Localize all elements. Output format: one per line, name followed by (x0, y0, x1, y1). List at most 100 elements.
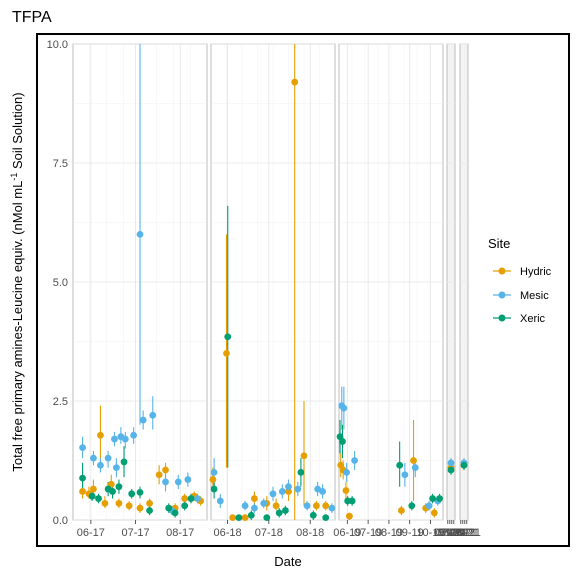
data-point-mesic (340, 404, 348, 412)
data-point-xeric (146, 507, 153, 514)
data-point-mesic (121, 435, 129, 443)
data-point-mesic (194, 495, 201, 502)
legend-title: Site (488, 236, 510, 251)
data-point-xeric (95, 495, 102, 502)
data-point-xeric (263, 514, 271, 522)
x-tick-label: 07-21 (449, 527, 477, 539)
data-point-hydric (251, 495, 258, 502)
data-point-hydric (322, 502, 330, 510)
data-point-xeric (128, 490, 136, 498)
legend-key-point-hydric (498, 267, 506, 275)
data-point-xeric (210, 485, 218, 493)
data-point-mesic (425, 502, 433, 510)
data-point-xeric (181, 502, 189, 510)
data-point-hydric (107, 480, 115, 488)
data-point-xeric (436, 495, 443, 502)
data-point-xeric (88, 492, 96, 500)
data-point-mesic (278, 488, 286, 495)
data-point-mesic (174, 478, 182, 486)
data-point-hydric (342, 487, 350, 494)
data-point-mesic (328, 504, 336, 512)
data-point-xeric (79, 474, 86, 482)
data-point-hydric (398, 507, 405, 514)
x-tick-label: 06-20 (434, 527, 462, 539)
data-point-hydric (155, 471, 163, 479)
data-point-hydric (291, 78, 299, 86)
y-axis-title: Total free primary amines-Leucine equiv.… (9, 92, 25, 471)
data-point-xeric (339, 438, 346, 445)
data-point-mesic (90, 454, 97, 462)
legend-key-point-mesic (498, 291, 506, 299)
data-point-xeric (282, 507, 289, 514)
x-tick-label: 09-21 (453, 527, 481, 539)
x-tick-label: 07-17 (121, 527, 149, 539)
x-tick-label: 09-20 (440, 527, 468, 539)
data-point-mesic (104, 454, 112, 462)
y-tick-label: 2.5 (53, 396, 68, 408)
facet-panel-2: 06-18 07-18 08-18 (209, 43, 336, 539)
y-axis-title-superscript: -1 (9, 173, 19, 181)
x-axis-title: Date (274, 554, 301, 569)
legend-label-mesic: Mesic (520, 290, 549, 302)
data-point-mesic (111, 435, 118, 443)
data-point-mesic (260, 499, 268, 507)
y-axis-title-main: Total free primary amines-Leucine equiv.… (10, 181, 25, 472)
data-point-hydric (313, 502, 320, 510)
x-tick-label: 10-19 (416, 527, 444, 539)
data-point-mesic (79, 444, 86, 452)
data-point-mesic (130, 431, 138, 439)
data-point-xeric (187, 495, 195, 502)
data-point-xeric (136, 488, 144, 496)
data-point-mesic (216, 497, 224, 505)
data-point-xeric (224, 333, 232, 341)
data-point-xeric (460, 461, 468, 469)
data-point-hydric (125, 502, 133, 510)
legend: Site Hydric Mesic Xeric (488, 236, 552, 325)
data-point-mesic (112, 464, 120, 472)
y-axis-title-tail: Soil Solution) (10, 92, 25, 172)
data-point-hydric (209, 476, 217, 483)
y-tick-label: 7.5 (53, 158, 68, 170)
x-tick-label: 08-19 (375, 527, 403, 539)
data-point-xeric (120, 458, 128, 466)
data-point-xeric (171, 509, 179, 517)
data-point-mesic (184, 476, 192, 483)
x-tick-label: 08-18 (296, 527, 324, 539)
x-tick-label: 07-20 (436, 527, 464, 539)
x-tick-label: 06-17 (77, 527, 105, 539)
data-point-mesic (351, 457, 358, 464)
plot-border (36, 33, 570, 547)
data-point-mesic (319, 488, 326, 495)
data-point-mesic (162, 478, 169, 486)
data-point-hydric (430, 509, 438, 517)
data-point-hydric (90, 485, 97, 493)
data-point-hydric (79, 488, 86, 495)
data-point-mesic (241, 502, 249, 510)
data-point-xeric (109, 488, 116, 495)
data-point-mesic (136, 231, 144, 238)
data-point-xeric (247, 511, 255, 519)
data-point-xeric (348, 497, 356, 505)
data-point-xeric (297, 469, 305, 476)
x-tick-label: 06-19 (333, 527, 361, 539)
chart-title: TFPA (12, 9, 52, 26)
data-point-xeric (115, 483, 123, 491)
y-axis-ticks: 0.0 2.5 5.0 7.5 10.0 (47, 39, 68, 527)
facet-panels: 06-17 07-17 08-17 06-18 07-18 08-18 06-1907-19… (72, 43, 481, 539)
legend-entry-xeric: Xeric (493, 313, 546, 325)
data-point-hydric (229, 514, 237, 522)
legend-label-hydric: Hydric (520, 266, 552, 278)
data-point-hydric (223, 350, 230, 357)
data-point-hydric (115, 499, 123, 507)
data-point-hydric (300, 452, 308, 460)
data-point-hydric (181, 495, 189, 502)
legend-entry-mesic: Mesic (493, 290, 549, 302)
data-point-mesic (269, 490, 277, 498)
data-point-hydric (97, 431, 104, 439)
data-point-xeric (309, 511, 317, 519)
y-tick-label: 0.0 (53, 515, 68, 527)
data-point-xeric (429, 495, 436, 502)
